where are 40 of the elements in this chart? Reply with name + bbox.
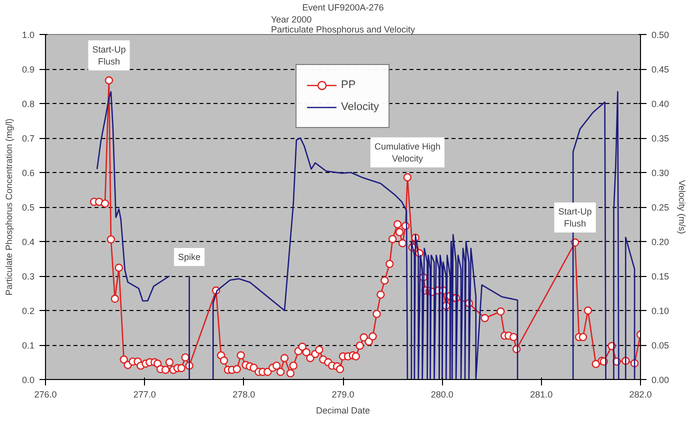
y-tick-label: 0.6 [22, 168, 35, 178]
y-tick-label: 0.3 [22, 272, 35, 282]
x-tick-label: 282.0 [629, 390, 652, 400]
y-tick-label: 0.7 [22, 134, 35, 144]
x-tick-label: 279.0 [332, 390, 354, 400]
chart-subtitle: Year 2000 Particulate Phosphorus and Velocity [270, 14, 416, 34]
x-tick-label: 278.0 [232, 390, 256, 400]
x-tick-label: 276.0 [34, 390, 57, 400]
y-tick-label: 0.0 [22, 375, 35, 385]
y2-axis-title: Velocity (m/s) [677, 180, 688, 234]
annotation: Start-Up Flush [558, 206, 592, 229]
y-tick-label: 0.5 [22, 202, 35, 212]
x-axis-title: Decimal Date [316, 406, 370, 416]
y-tick-label: 0.1 [22, 340, 35, 350]
x-tick-label: 281.0 [530, 390, 553, 400]
y2-tick-label: 0.00 [652, 375, 670, 385]
y-tick-label: 1.0 [22, 30, 35, 40]
chart-title: Event UF9200A-276 [302, 2, 384, 12]
y2-tick-label: 0.45 [652, 64, 670, 74]
legend-label: Velocity [341, 101, 379, 113]
y2-tick-label: 0.10 [652, 306, 670, 316]
y-axis-title: Particulate Phosphorus Concentration (mg/l) [4, 118, 14, 296]
y2-tick-label: 0.35 [652, 134, 670, 144]
annotation: Cumulative High Velocity [374, 141, 440, 164]
x-tick-label: 280.0 [430, 390, 454, 400]
x-tick-label: 277.0 [133, 390, 156, 400]
y2-tick-label: 0.30 [652, 168, 670, 178]
annotation: Spike [178, 252, 201, 262]
y2-tick-label: 0.25 [652, 202, 670, 212]
y-tick-label: 0.8 [22, 99, 35, 109]
y-tick-label: 0.2 [22, 306, 35, 316]
legend-label: PP [341, 79, 357, 91]
y-tick-label: 0.4 [22, 237, 35, 247]
annotation: Start-Up Flush [92, 44, 126, 66]
y2-tick-label: 0.40 [652, 99, 670, 109]
y2-tick-label: 0.05 [652, 340, 670, 350]
y-tick-label: 0.9 [22, 64, 35, 74]
y2-tick-label: 0.15 [652, 272, 670, 282]
y2-tick-label: 0.20 [652, 237, 670, 247]
y2-tick-label: 0.50 [652, 30, 670, 40]
